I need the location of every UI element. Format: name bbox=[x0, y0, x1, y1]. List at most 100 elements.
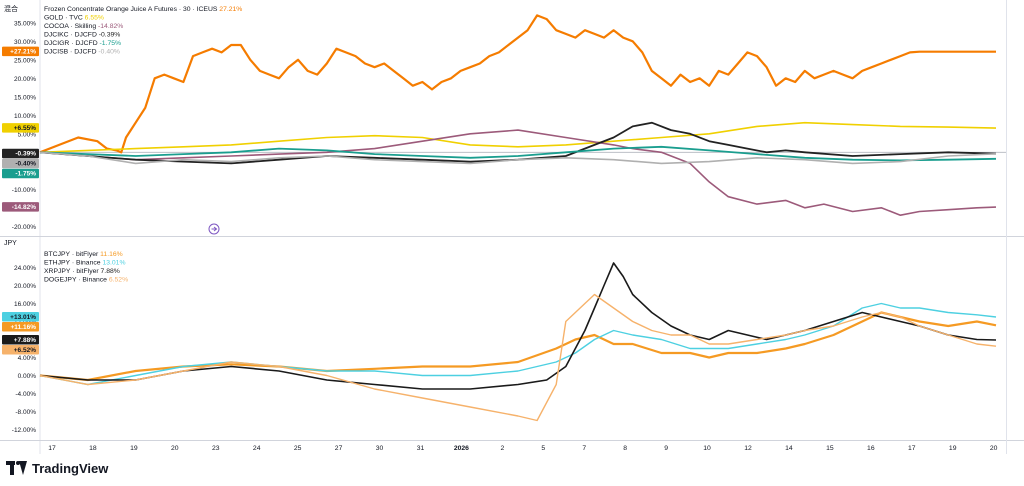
x-tick-label: 2026 bbox=[454, 445, 469, 452]
value-badge-0-2 bbox=[2, 202, 39, 212]
y-tick-label: -20.00% bbox=[12, 224, 36, 231]
series-line-0-0 bbox=[39, 14, 996, 154]
x-tick-label: 19 bbox=[949, 445, 957, 452]
legend-item-0-4[interactable]: DJCIGR · DJCFD -1.75% bbox=[44, 40, 121, 47]
x-tick-label: 9 bbox=[664, 445, 668, 452]
series-line-1-3 bbox=[39, 293, 997, 422]
series-line-0-2 bbox=[39, 129, 997, 216]
value-badge-label: +6.55% bbox=[14, 125, 36, 132]
y-tick-label: -10.00% bbox=[12, 187, 36, 194]
y-tick-label: 20.00% bbox=[14, 76, 36, 83]
x-tick-label: 17 bbox=[48, 445, 56, 452]
value-badge-0-5 bbox=[2, 158, 39, 169]
series-line-0-5 bbox=[39, 151, 997, 165]
legend-item-0-3[interactable]: DJCIKC · DJCFD -0.39% bbox=[44, 32, 120, 39]
x-tick-label: 10 bbox=[703, 445, 711, 452]
y-tick-label: 35.00% bbox=[14, 20, 36, 27]
legend-item-1-0[interactable]: BTCJPY · bitFlyer 11.16% bbox=[44, 251, 123, 258]
x-tick-label: 8 bbox=[623, 445, 627, 452]
x-tick-label: 12 bbox=[744, 445, 752, 452]
x-tick-label: 15 bbox=[826, 445, 834, 452]
y-tick-label: 16.00% bbox=[14, 301, 36, 308]
y-tick-label: 25.00% bbox=[14, 57, 36, 64]
x-tick-label: 14 bbox=[785, 445, 793, 452]
legend-value: 13.01% bbox=[102, 260, 125, 267]
x-tick-label: 30 bbox=[376, 445, 384, 452]
legend-item-0-1[interactable]: GOLD · TVC 6.55% bbox=[44, 15, 104, 22]
series-line-0-4 bbox=[39, 145, 997, 162]
y-tick-label: 15.00% bbox=[14, 94, 36, 101]
legend-name: DJCIGR · DJCFD bbox=[44, 40, 100, 47]
legend-name: Frozen Concentrate Orange Juice A Future… bbox=[44, 6, 219, 13]
legend-name: BTCJPY · bitFlyer bbox=[44, 251, 100, 258]
series-line-1-0 bbox=[39, 311, 997, 382]
value-badge-1-2 bbox=[2, 335, 39, 345]
x-tick-label: 27 bbox=[335, 445, 343, 452]
value-badge-0-0 bbox=[2, 46, 39, 57]
legend-name: DJCIKC · DJCFD bbox=[44, 32, 99, 39]
legend-item-1-2[interactable]: XRPJPY · bitFlyer 7.88% bbox=[44, 268, 120, 275]
x-tick-label: 25 bbox=[294, 445, 302, 452]
value-badge-label: -1.75% bbox=[15, 171, 36, 178]
x-tick-label: 20 bbox=[990, 445, 998, 452]
y-tick-label: -12.00% bbox=[12, 427, 36, 434]
x-tick-label: 23 bbox=[212, 445, 220, 452]
x-tick-label: 20 bbox=[171, 445, 179, 452]
x-tick-label: 7 bbox=[582, 445, 586, 452]
x-tick-label: 24 bbox=[253, 445, 261, 452]
value-badge-label: +11.16% bbox=[11, 324, 37, 331]
y-tick-label: 10.00% bbox=[14, 113, 36, 120]
y-tick-label: 20.00% bbox=[14, 283, 36, 290]
legend-item-0-2[interactable]: COCOA · Skilling -14.82% bbox=[44, 23, 123, 30]
value-badge-0-3 bbox=[2, 148, 39, 159]
legend-name: DOGEJPY · Binance bbox=[44, 277, 109, 284]
legend-value: 6.52% bbox=[109, 277, 128, 284]
value-badge-1-0 bbox=[2, 321, 39, 332]
series-line-1-2 bbox=[39, 262, 997, 390]
value-badge-label: +7.88% bbox=[14, 337, 36, 344]
x-tick-label: 2 bbox=[500, 445, 504, 452]
legend-value: 27.21% bbox=[219, 6, 242, 13]
legend-value: -1.75% bbox=[100, 40, 122, 47]
value-badge-label: -0.39% bbox=[15, 151, 36, 158]
x-tick-label: 19 bbox=[130, 445, 138, 452]
legend-value: -0.40% bbox=[98, 49, 120, 56]
value-badge-label: +27.21% bbox=[10, 49, 36, 56]
panel-label: 混合 bbox=[4, 4, 18, 13]
value-badge-label: +13.01% bbox=[10, 314, 36, 321]
x-tick-label: 17 bbox=[908, 445, 916, 452]
series-line-0-3 bbox=[39, 121, 997, 165]
legend-value: -0.39% bbox=[99, 32, 121, 39]
tradingview-logo: TradingView bbox=[6, 459, 108, 477]
x-tick-label: 18 bbox=[89, 445, 97, 452]
legend-item-1-1[interactable]: ETHJPY · Binance 13.01% bbox=[44, 260, 126, 267]
value-badge-label: +6.52% bbox=[14, 347, 36, 354]
legend-name: XRPJPY · bitFlyer bbox=[44, 268, 101, 275]
tradingview-brand: TradingView bbox=[32, 460, 109, 476]
legend-name: GOLD · TVC bbox=[44, 15, 85, 22]
value-badge-label: -14.82% bbox=[12, 204, 36, 211]
legend-item-1-3[interactable]: DOGEJPY · Binance 6.52% bbox=[44, 277, 128, 284]
value-badge-1-1 bbox=[2, 311, 39, 322]
value-badge-label: -0.40% bbox=[15, 161, 36, 168]
value-badge-1-3 bbox=[2, 345, 39, 355]
panel-title: JPY bbox=[4, 240, 17, 247]
legend-value: 6.55% bbox=[85, 15, 104, 22]
legend-value: 11.16% bbox=[100, 251, 123, 258]
legend-item-0-0[interactable]: Frozen Concentrate Orange Juice A Future… bbox=[44, 6, 242, 13]
y-tick-label: 24.00% bbox=[14, 265, 36, 272]
legend-value: 7.88% bbox=[101, 268, 120, 275]
legend-value: -14.82% bbox=[98, 23, 123, 30]
legend-item-0-5[interactable]: DJCISB · DJCFD -0.40% bbox=[44, 49, 120, 56]
x-tick-label: 31 bbox=[417, 445, 425, 452]
y-tick-label: 0.00% bbox=[18, 373, 37, 380]
tradingview-mark-icon bbox=[6, 461, 28, 475]
legend-name: COCOA · Skilling bbox=[44, 23, 98, 30]
y-tick-label: 30.00% bbox=[14, 39, 36, 46]
y-tick-label: 4.00% bbox=[18, 355, 37, 362]
series-line-0-1 bbox=[39, 121, 997, 154]
legend-name: ETHJPY · Binance bbox=[44, 260, 102, 267]
value-badge-0-1 bbox=[2, 123, 39, 133]
